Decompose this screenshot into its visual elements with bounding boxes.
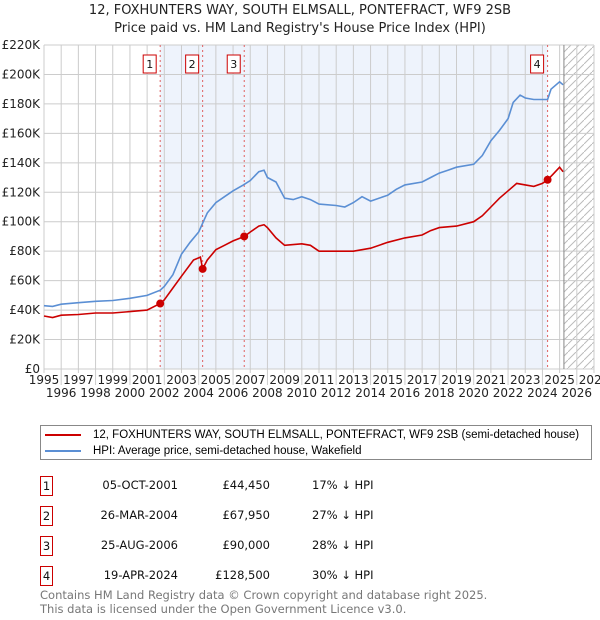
sale-price: £90,000 [222,538,270,552]
x-tick-label: 2001 [132,373,163,387]
x-tick-label: 2005 [201,373,232,387]
sale-number: 3 [40,536,53,556]
x-tick-label: 2022 [493,386,524,400]
sale-hpi-diff: 30% ↓ HPI [312,568,374,582]
sale-hpi-diff: 27% ↓ HPI [312,508,374,522]
x-tick-label: 2010 [287,386,318,400]
legend: 12, FOXHUNTERS WAY, SOUTH ELMSALL, PONTE… [40,425,592,460]
x-tick-label: 1996 [46,386,77,400]
hpi-line [43,80,564,308]
legend-label-price: 12, FOXHUNTERS WAY, SOUTH ELMSALL, PONTE… [93,429,580,441]
x-tick-label: 2024 [527,386,558,400]
y-tick-label: £140K [2,156,42,170]
x-tick-label: 2021 [476,373,507,387]
y-tick-label: £20K [9,333,41,347]
x-tick-label: 1997 [63,373,94,387]
sale-label: 1 [146,58,153,71]
x-tick-label: 2026 [562,386,593,400]
chart: 1995199619971998199920002001200220032004… [2,38,600,400]
y-tick-label: £0 [25,362,40,376]
x-tick-label: 2014 [355,386,386,400]
x-tick-label: 2011 [304,373,335,387]
y-tick-label: £160K [2,126,42,140]
x-tick-label: 2020 [458,386,489,400]
sale-price: £67,950 [222,508,270,522]
x-tick-label: 2019 [441,373,472,387]
chart-title: 12, FOXHUNTERS WAY, SOUTH ELMSALL, PONTE… [88,3,512,18]
x-tick-label: 1998 [80,386,111,400]
forecast-hatch [563,45,594,369]
ownership-shade [160,45,548,369]
y-tick-label: £120K [2,185,42,199]
x-tick-label: 2003 [166,373,197,387]
sale-label-box [142,54,157,74]
x-tick-label: 2017 [407,373,438,387]
sale-point [198,264,207,273]
x-tick-label: 2016 [390,386,421,400]
sale-point [240,232,249,241]
x-tick-label: 2023 [510,373,541,387]
y-tick-label: £180K [2,97,42,111]
sale-date: 19-APR-2024 [103,568,178,582]
x-tick-label: 2008 [252,386,283,400]
legend-swatch-price [45,434,81,436]
sale-date: 26-MAR-2004 [100,508,178,522]
x-tick-label: 1999 [97,373,128,387]
footer-copyright: Contains HM Land Registry data © Crown c… [40,588,488,602]
x-tick-label: 2000 [115,386,146,400]
x-tick-label: 2002 [149,386,180,400]
y-tick-label: £40K [9,303,41,317]
x-tick-label: 2018 [424,386,455,400]
x-tick-label: 2006 [218,386,249,400]
sale-point [156,299,165,308]
x-tick-label: 2007 [235,373,266,387]
sale-date: 25-AUG-2006 [100,538,178,552]
y-tick-label: £220K [2,38,42,52]
legend-item-price: 12, FOXHUNTERS WAY, SOUTH ELMSALL, PONTE… [45,428,579,442]
sale-number: 2 [40,506,53,526]
x-tick-label: 2025 [544,373,575,387]
sale-number: 1 [40,476,53,496]
sale-number: 4 [40,566,53,586]
sale-label: 4 [534,58,541,71]
y-tick-label: £200K [2,67,42,81]
legend-label-hpi: HPI: Average price, semi-detached house,… [93,445,362,457]
sale-label-box [530,54,545,74]
sale-label: 2 [189,58,196,71]
sale-label-box [226,54,241,74]
footer-licence: This data is licensed under the Open Gov… [40,602,407,616]
sale-price: £128,500 [215,568,270,582]
sale-label-box [185,54,200,74]
sale-label: 3 [230,58,237,71]
chart-subtitle: Price paid vs. HM Land Registry's House … [114,21,486,36]
sale-date: 05-OCT-2001 [102,478,178,492]
y-tick-label: £60K [9,274,41,288]
sale-hpi-diff: 17% ↓ HPI [312,478,374,492]
x-tick-label: 2027 [579,373,600,387]
x-tick-label: 2012 [321,386,352,400]
sale-hpi-diff: 28% ↓ HPI [312,538,374,552]
x-tick-label: 2015 [372,373,403,387]
legend-item-hpi: HPI: Average price, semi-detached house,… [45,444,361,458]
x-tick-label: 1995 [29,373,60,387]
x-tick-label: 2009 [269,373,300,387]
y-tick-label: £80K [9,244,41,258]
x-tick-label: 2013 [338,373,369,387]
sale-price: £44,450 [222,478,270,492]
x-tick-label: 2004 [183,386,214,400]
sale-point [543,175,552,184]
y-tick-label: £100K [2,215,42,229]
legend-swatch-hpi [45,450,81,452]
